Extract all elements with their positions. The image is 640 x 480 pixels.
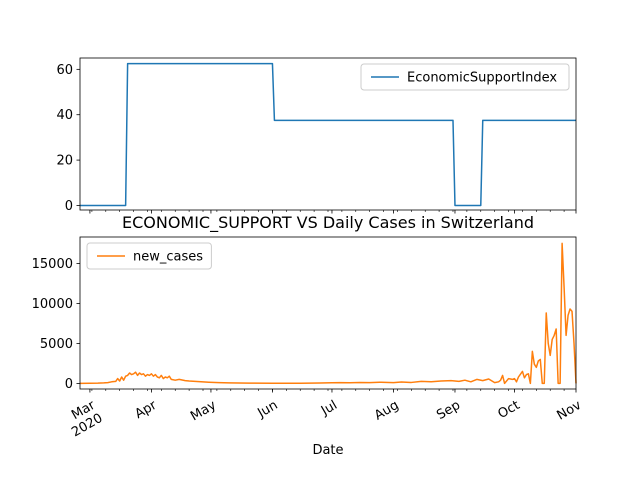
y-tick-label: 5000 <box>40 337 73 352</box>
y-tick-label: 40 <box>56 108 73 123</box>
series-line-EconomicSupportIndex <box>80 62 576 207</box>
series-line-new_cases <box>79 242 577 385</box>
x-axis-label: Date <box>312 443 343 458</box>
economic-support-subplot: 0 20 40 60 EconomicSupportIndex <box>56 57 577 214</box>
x-tick-label-group: Jul <box>318 398 340 419</box>
y-tick-label: 20 <box>56 154 73 169</box>
legend-label: new_cases <box>133 250 203 265</box>
x-tick-label: Jul <box>318 398 340 419</box>
y-tick-label: 10000 <box>32 297 73 312</box>
y-tick-label: 0 <box>65 377 73 392</box>
bottom-legend: new_cases <box>86 242 212 270</box>
y-tick-label: 0 <box>65 199 73 214</box>
legend-label: EconomicSupportIndex <box>407 71 557 86</box>
y-tick-label: 60 <box>56 63 73 78</box>
legend-box <box>86 242 212 270</box>
top-legend: EconomicSupportIndex <box>360 63 570 91</box>
chart-title: ECONOMIC_SUPPORT VS Daily Cases in Switz… <box>122 213 534 233</box>
y-tick-label: 15000 <box>32 257 73 272</box>
legend-box <box>360 63 570 91</box>
